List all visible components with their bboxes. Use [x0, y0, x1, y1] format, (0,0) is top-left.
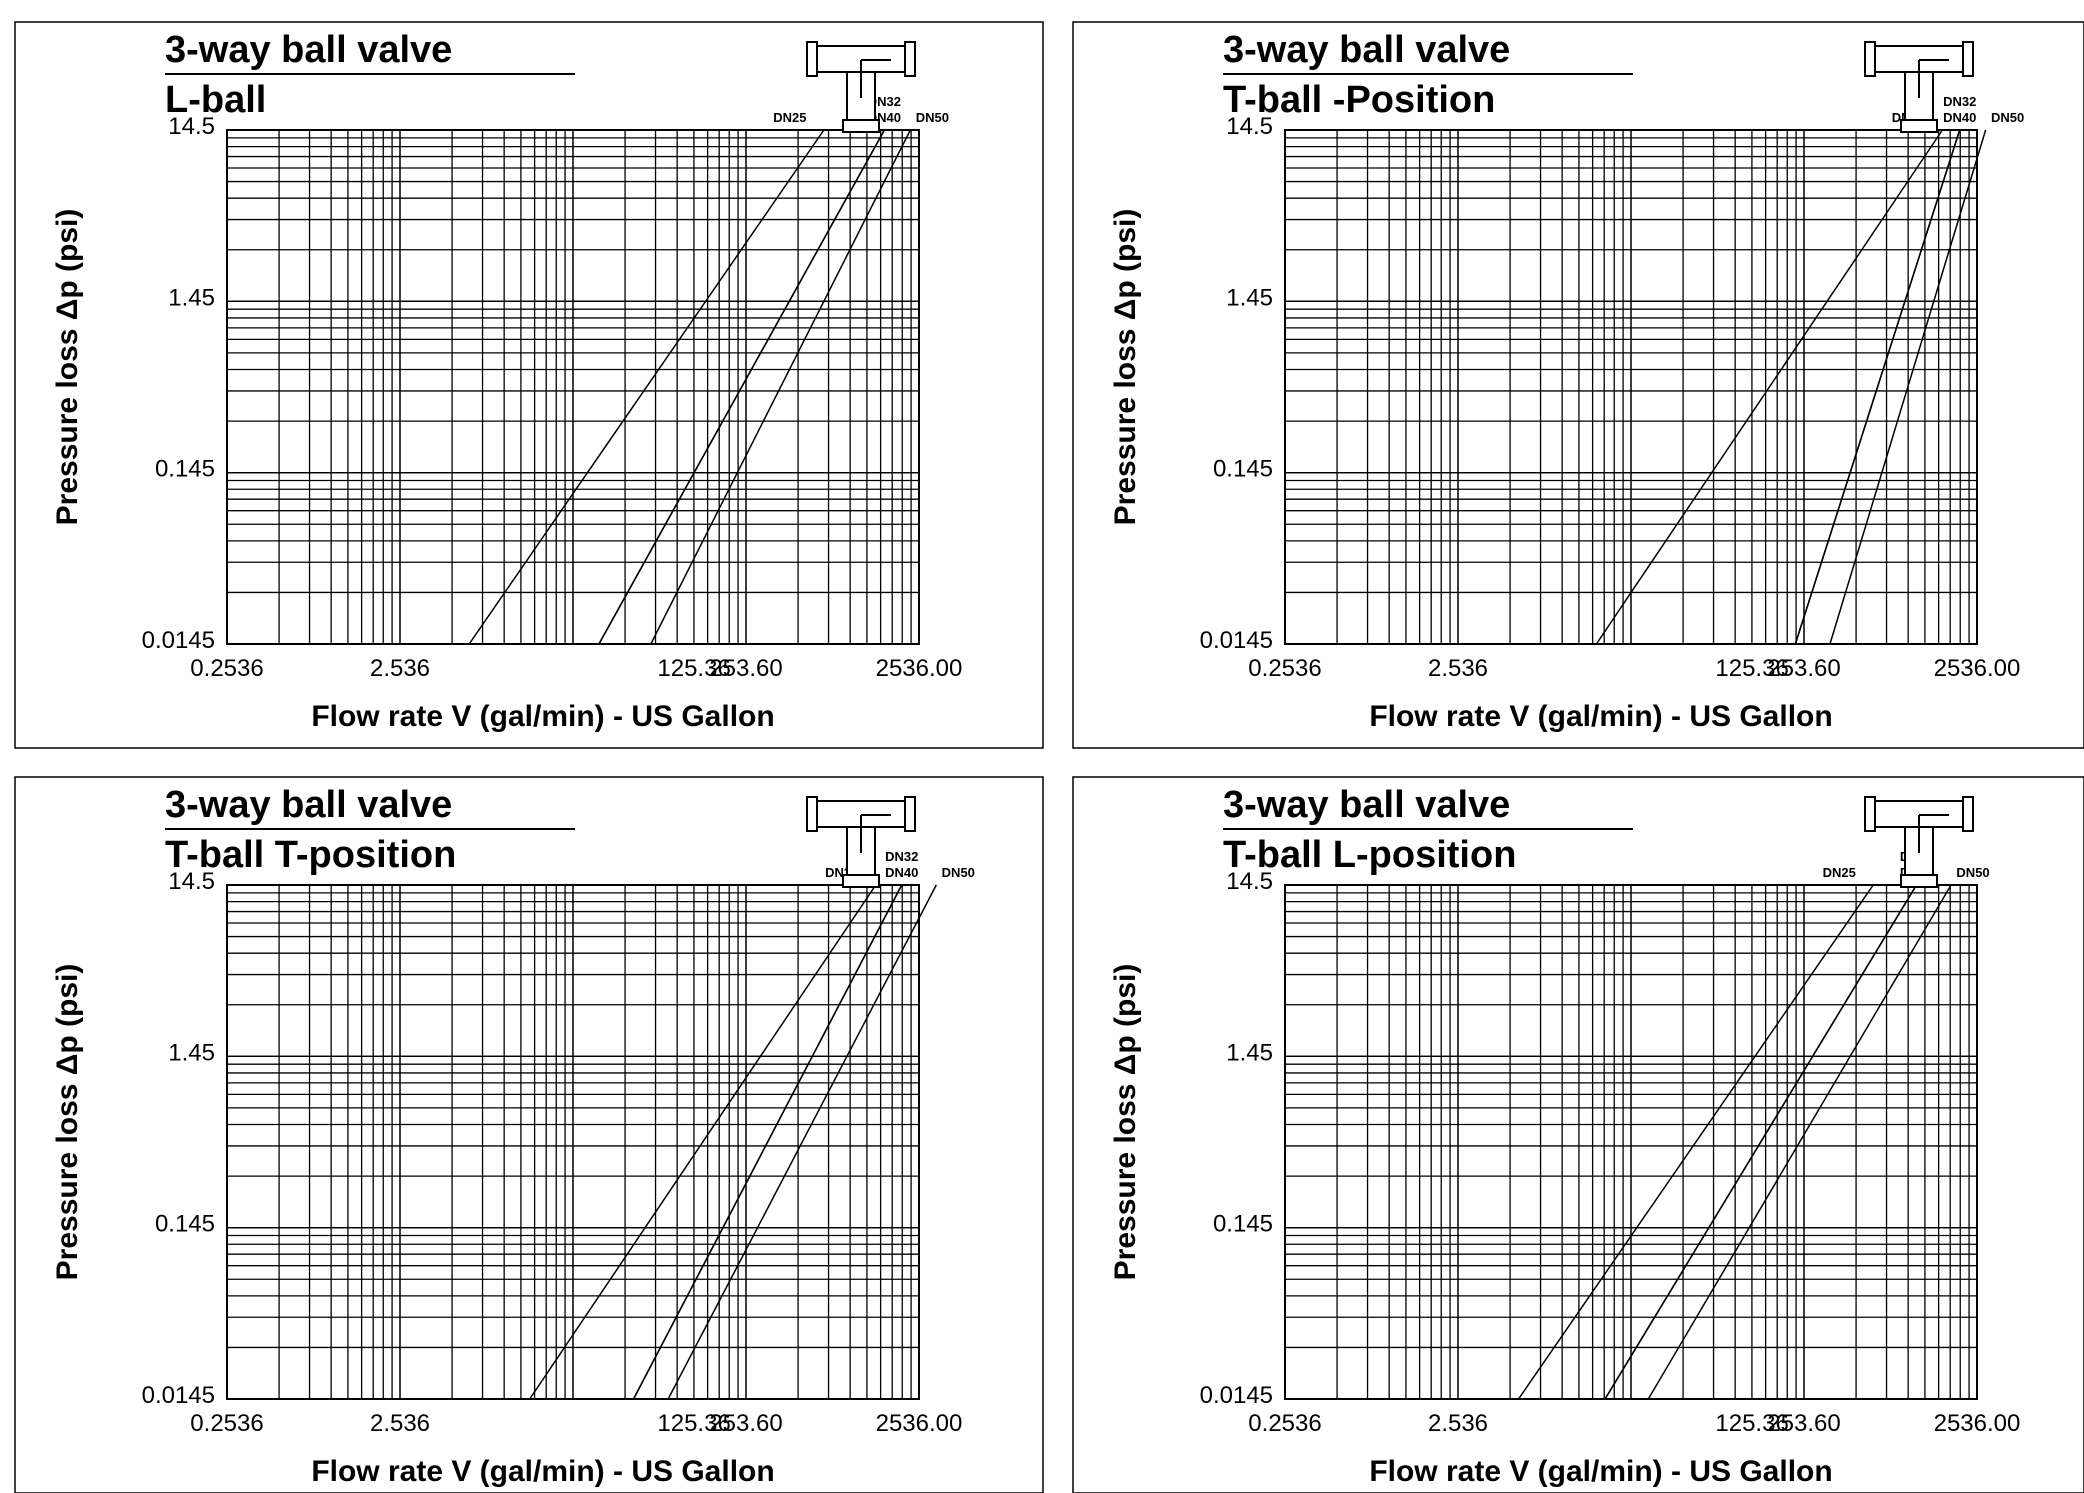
- x-axis-label: Flow rate V (gal/min) - US Gallon: [311, 1455, 774, 1488]
- chart-title: 3-way ball valve: [1223, 29, 1510, 71]
- series-line-dn50: [667, 884, 937, 1400]
- plot-area: [226, 129, 920, 645]
- y-axis-label: Pressure loss Δp (psi): [51, 964, 84, 1281]
- series-label: DN40: [885, 865, 918, 880]
- y-tick-label: 0.0145: [1200, 627, 1273, 654]
- series-line-dn40: [598, 129, 886, 645]
- chart-subtitle: L-ball: [165, 79, 266, 121]
- chart-subtitle: T-ball -Position: [1223, 79, 1495, 121]
- x-tick-label: 125.36: [657, 655, 730, 682]
- plot-frame: [226, 129, 920, 645]
- x-tick-label: 125.36: [657, 1410, 730, 1437]
- series-line-dn25: [1595, 129, 1944, 645]
- series-label: DN32: [885, 849, 918, 864]
- series-label: DN32: [1943, 94, 1976, 109]
- plot-area: [226, 884, 937, 1400]
- series-label: DN25: [773, 110, 806, 125]
- x-axis-label: Flow rate V (gal/min) - US Gallon: [311, 700, 774, 733]
- plot-area: [1284, 884, 1978, 1400]
- y-axis-label: Pressure loss Δp (psi): [1109, 209, 1142, 526]
- valve-schematic-icon: [806, 41, 916, 133]
- y-tick-label: 14.5: [1226, 113, 1273, 140]
- y-tick-label: 0.145: [155, 1211, 215, 1238]
- y-tick-label: 1.45: [1226, 284, 1273, 311]
- series-line-dn25: [529, 884, 877, 1400]
- x-tick-label: 0.2536: [1248, 1410, 1321, 1437]
- panel-border: [14, 21, 1044, 749]
- plot-area: [1284, 129, 1987, 645]
- chart-title: 3-way ball valve: [1223, 784, 1510, 826]
- series-label: DN50: [1991, 110, 2024, 125]
- y-axis-label: Pressure loss Δp (psi): [51, 209, 84, 526]
- series-label: DN50: [916, 110, 949, 125]
- series-line-dn40: [1794, 129, 1961, 645]
- y-axis-label: Pressure loss Δp (psi): [1109, 964, 1142, 1281]
- x-axis-label: Flow rate V (gal/min) - US Gallon: [1369, 1455, 1832, 1488]
- series-line-dn25: [1517, 884, 1874, 1400]
- y-tick-label: 0.0145: [142, 1382, 215, 1409]
- series-line-dn50: [1647, 884, 1952, 1400]
- x-tick-label: 2536.00: [876, 1410, 963, 1437]
- y-tick-label: 1.45: [168, 1039, 215, 1066]
- y-tick-label: 0.0145: [1200, 1382, 1273, 1409]
- y-tick-label: 1.45: [168, 284, 215, 311]
- x-tick-label: 253.60: [1767, 655, 1840, 682]
- x-tick-label: 2536.00: [1934, 655, 2021, 682]
- valve-schematic-icon: [1864, 41, 1974, 133]
- plot-frame: [1284, 129, 1978, 645]
- series-label: DN50: [1956, 865, 1989, 880]
- series-line-dn40: [1604, 884, 1918, 1400]
- series-line-dn50: [1829, 129, 1987, 645]
- panel-border: [14, 776, 1044, 1493]
- y-tick-label: 0.145: [155, 456, 215, 483]
- plot-frame: [1284, 884, 1978, 1400]
- x-tick-label: 125.36: [1715, 1410, 1788, 1437]
- x-tick-label: 0.2536: [1248, 655, 1321, 682]
- x-tick-label: 253.60: [709, 655, 782, 682]
- chart-subtitle: T-ball T-position: [165, 834, 456, 876]
- valve-schematic-icon: [806, 796, 916, 888]
- x-tick-label: 2.536: [370, 1410, 430, 1437]
- x-tick-label: 2536.00: [1934, 1410, 2021, 1437]
- x-tick-label: 125.36: [1715, 655, 1788, 682]
- x-tick-label: 253.60: [1767, 1410, 1840, 1437]
- series-line-dn50: [650, 129, 912, 645]
- series-label: DN25: [1823, 865, 1856, 880]
- y-tick-label: 14.5: [168, 868, 215, 895]
- series-label: DN32: [868, 94, 901, 109]
- chart-title: 3-way ball valve: [165, 29, 452, 71]
- valve-schematic-icon: [1864, 796, 1974, 888]
- y-tick-label: 14.5: [168, 113, 215, 140]
- chart-subtitle: T-ball L-position: [1223, 834, 1516, 876]
- x-tick-label: 253.60: [709, 1410, 782, 1437]
- x-axis-label: Flow rate V (gal/min) - US Gallon: [1369, 700, 1832, 733]
- chart-title: 3-way ball valve: [165, 784, 452, 826]
- series-line-dn40: [632, 884, 903, 1400]
- y-tick-label: 0.145: [1213, 1211, 1273, 1238]
- x-tick-label: 2536.00: [876, 655, 963, 682]
- y-tick-label: 0.0145: [142, 627, 215, 654]
- y-tick-label: 0.145: [1213, 456, 1273, 483]
- series-line-dn25: [468, 129, 825, 645]
- x-tick-label: 2.536: [1428, 1410, 1488, 1437]
- x-tick-label: 2.536: [1428, 655, 1488, 682]
- series-label: DN40: [1943, 110, 1976, 125]
- x-tick-label: 0.2536: [190, 1410, 263, 1437]
- x-tick-label: 2.536: [370, 655, 430, 682]
- y-tick-label: 14.5: [1226, 868, 1273, 895]
- plot-frame: [226, 884, 920, 1400]
- series-label: DN50: [942, 865, 975, 880]
- y-tick-label: 1.45: [1226, 1039, 1273, 1066]
- x-tick-label: 0.2536: [190, 655, 263, 682]
